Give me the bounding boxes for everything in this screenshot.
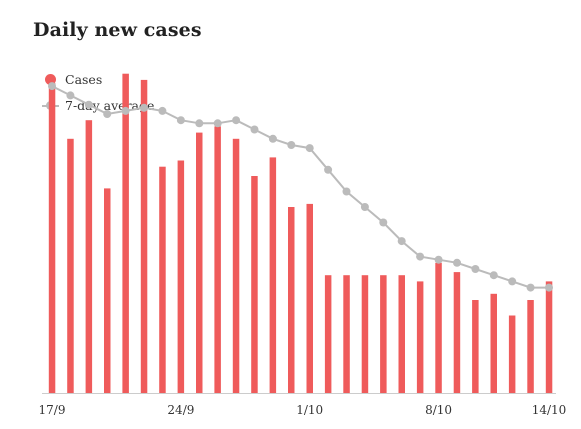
- point-7-day-average-23/9: [158, 106, 167, 115]
- point-7-day-average-6/10: [397, 237, 406, 246]
- x-tick-label: 14/10: [532, 403, 567, 417]
- point-7-day-average-3/10: [342, 187, 351, 196]
- point-7-day-average-29/9: [268, 134, 277, 143]
- chart-title: Daily new cases: [33, 19, 202, 41]
- point-7-day-average-12/10: [508, 277, 517, 286]
- point-7-day-average-20/9: [103, 110, 112, 118]
- bar-cases-7/10: [416, 281, 424, 393]
- point-7-day-average-10/10: [471, 265, 480, 273]
- point-7-day-average-4/10: [360, 203, 369, 211]
- legend-label-cases: Cases: [65, 71, 103, 87]
- bar-cases-20/9: [104, 188, 111, 393]
- point-7-day-average-25/9: [195, 119, 204, 128]
- point-7-day-average-14/10: [545, 283, 553, 292]
- bar-cases-21/9: [122, 73, 129, 393]
- bar-cases-12/10: [508, 315, 516, 393]
- bar-cases-14/10: [545, 281, 553, 393]
- point-7-day-average-11/10: [489, 271, 498, 280]
- x-tick-label: 17/9: [39, 403, 66, 417]
- bar-cases-11/10: [490, 293, 497, 393]
- line-7-day-average: [51, 85, 549, 289]
- point-7-day-average-9/10: [453, 258, 461, 267]
- bar-cases-13/10: [527, 300, 534, 393]
- bar-cases-28/9: [251, 176, 258, 393]
- point-7-day-average-27/9: [232, 116, 241, 125]
- bar-cases-8/10: [435, 262, 442, 393]
- point-7-day-average-5/10: [379, 218, 388, 227]
- point-7-day-average-2/10: [324, 165, 333, 174]
- bar-cases-29/9: [269, 157, 277, 393]
- point-7-day-average-26/9: [213, 119, 222, 128]
- bar-cases-30/9: [288, 207, 295, 393]
- bar-cases-17/9: [48, 83, 56, 393]
- bar-cases-9/10: [453, 272, 461, 393]
- bar-cases-22/9: [140, 79, 148, 394]
- point-7-day-average-24/9: [176, 116, 185, 125]
- point-7-day-average-7/10: [416, 252, 425, 261]
- x-tick-label: 24/9: [167, 403, 194, 417]
- point-7-day-average-22/9: [140, 103, 148, 112]
- point-7-day-average-28/9: [250, 125, 259, 134]
- bar-cases-18/9: [67, 138, 74, 393]
- bar-cases-5/10: [380, 275, 387, 393]
- point-7-day-average-21/9: [121, 106, 130, 115]
- legend-item-cases: Cases: [42, 66, 154, 92]
- bar-cases-4/10: [361, 275, 369, 393]
- bar-cases-3/10: [343, 275, 350, 393]
- point-7-day-average-1/10: [305, 144, 314, 153]
- bar-cases-2/10: [324, 275, 332, 393]
- point-7-day-average-30/9: [287, 141, 296, 149]
- point-7-day-average-18/9: [66, 91, 75, 100]
- point-7-day-average-8/10: [434, 255, 443, 264]
- bar-cases-10/10: [472, 300, 479, 393]
- bar-cases-19/9: [85, 120, 93, 393]
- x-tick-label: 8/10: [425, 403, 452, 417]
- bar-cases-27/9: [232, 138, 240, 393]
- bar-cases-25/9: [196, 132, 203, 393]
- bar-cases-6/10: [398, 275, 405, 393]
- x-tick-label: 1/10: [296, 403, 323, 417]
- legend-swatch-cases: [45, 73, 56, 85]
- point-7-day-average-19/9: [84, 100, 93, 109]
- bar-cases-1/10: [306, 203, 313, 393]
- bar-cases-24/9: [177, 160, 185, 393]
- bar-cases-26/9: [214, 126, 221, 394]
- bar-cases-23/9: [159, 166, 166, 393]
- point-7-day-average-17/9: [48, 82, 56, 91]
- point-7-day-average-13/10: [526, 283, 535, 292]
